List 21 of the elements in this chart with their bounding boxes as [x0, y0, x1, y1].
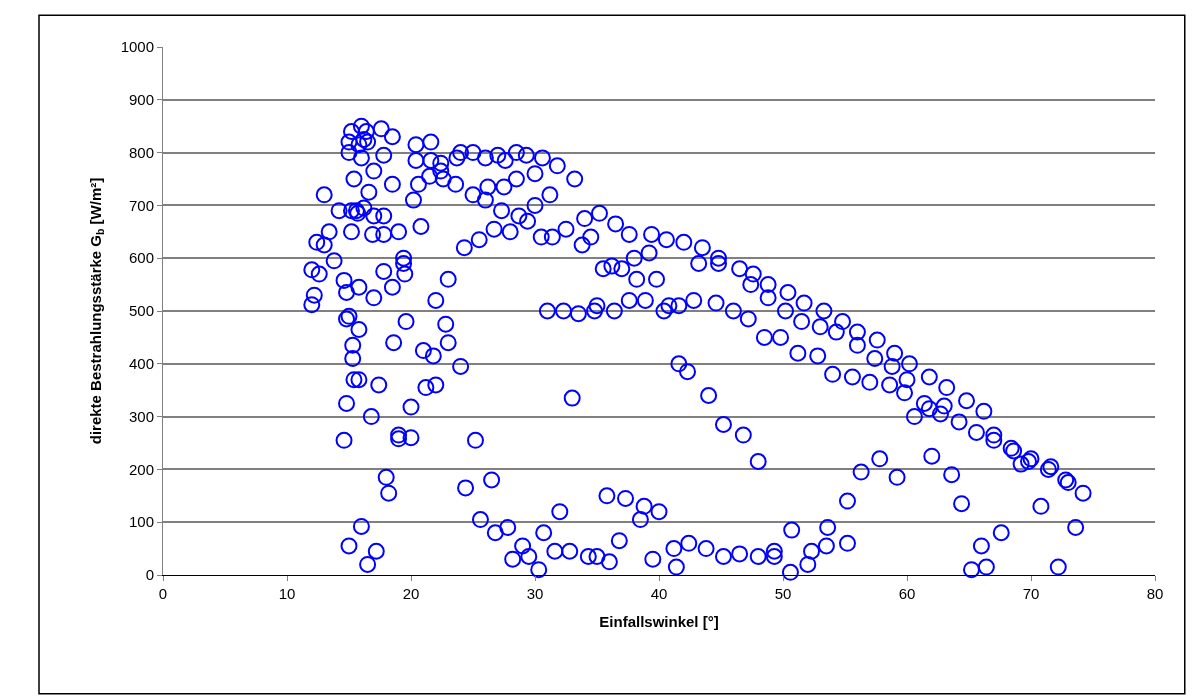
x-tick-label: 60: [898, 585, 916, 602]
y-tick-label: 500: [128, 302, 154, 320]
y-tick-label: 0: [145, 566, 154, 584]
x-tick-label: 70: [1022, 585, 1040, 602]
x-tick-label: 10: [278, 585, 296, 602]
y-tick-label: 300: [128, 407, 154, 425]
y-tick-label: 800: [128, 143, 154, 161]
x-tick-label: 30: [526, 585, 544, 602]
x-tick-label: 40: [650, 585, 668, 602]
y-tick-label: 900: [128, 91, 154, 109]
y-tick-label: 700: [128, 196, 154, 214]
y-tick-label: 1000: [120, 38, 154, 56]
y-tick-label: 600: [128, 249, 154, 267]
x-tick-label: 0: [158, 585, 168, 602]
y-tick-label: 100: [128, 513, 154, 531]
x-tick-label: 50: [774, 585, 792, 602]
x-axis-title: Einfallswinkel [°]: [599, 613, 719, 630]
y-tick-label: 400: [128, 355, 154, 373]
y-tick-label: 200: [128, 460, 154, 478]
x-tick-label: 20: [402, 585, 420, 602]
x-tick-label: 80: [1146, 585, 1164, 602]
